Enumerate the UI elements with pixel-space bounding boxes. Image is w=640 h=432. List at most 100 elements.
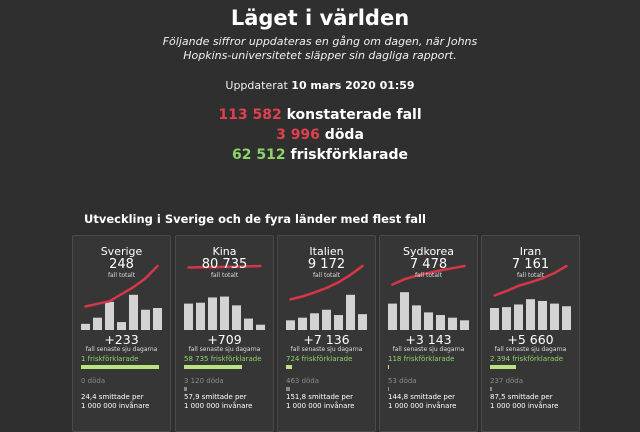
new-cases-label: fall senaste sju dagarna — [290, 346, 363, 353]
page-title: Läget i världen — [230, 6, 410, 30]
country-chart — [388, 264, 469, 330]
recovered-bar — [388, 365, 390, 369]
daily-cases-bar — [208, 297, 217, 330]
deaths-bar — [286, 387, 290, 391]
deaths-count: 237 döda — [490, 377, 524, 385]
confirmed-stat: 113 582 konstaterade fall — [0, 107, 640, 123]
daily-cases-bar — [105, 301, 114, 330]
country-total-cases: 80 735 — [201, 257, 248, 272]
daily-cases-bar — [424, 312, 433, 330]
daily-cases-bar — [460, 320, 469, 330]
daily-cases-bar — [490, 308, 499, 330]
per-million-line2: 1 000 000 invånare — [184, 402, 253, 410]
country-name: Italien — [309, 245, 344, 258]
per-million-line2: 1 000 000 invånare — [286, 402, 355, 410]
daily-cases-bar — [448, 317, 457, 330]
daily-cases-bar — [538, 300, 547, 330]
daily-cases-bar — [256, 324, 265, 330]
cumulative-cases-line — [84, 264, 159, 308]
country-total-cases: 248 — [109, 257, 134, 272]
daily-cases-bar — [196, 302, 205, 330]
daily-cases-bar — [232, 305, 241, 330]
deaths-label: döda — [324, 127, 364, 143]
per-million: 144,8 smittade per 1 000 000 invånare — [388, 393, 456, 411]
daily-cases-bar — [322, 309, 331, 330]
country-chart — [490, 264, 571, 330]
recovered-label: friskförklarade — [290, 147, 408, 163]
country-name: Sydkorea — [403, 245, 454, 258]
per-million: 24,4 smittade per 1 000 000 invånare — [81, 393, 149, 411]
total-cases-label: fall totalt — [414, 272, 443, 279]
updated-timestamp: Uppdaterat 10 mars 2020 01:59 — [0, 79, 640, 92]
deaths-bar — [184, 387, 188, 391]
country-chart — [81, 264, 162, 330]
daily-cases-bar — [220, 296, 229, 330]
daily-cases-bar — [502, 307, 511, 330]
deaths-stat: 3 996 döda — [0, 127, 640, 143]
cumulative-cases-line — [289, 264, 364, 301]
per-million: 57,9 smittade per 1 000 000 invånare — [184, 393, 252, 411]
recovered-bar — [81, 365, 159, 369]
country-card: Italien 9 172 fall totalt +7 136 fall senast… — [277, 235, 376, 432]
deaths-value: 3 996 — [276, 127, 320, 143]
daily-cases-bar — [81, 323, 90, 330]
country-total-cases: 9 172 — [307, 257, 346, 272]
daily-cases-bar — [334, 315, 343, 330]
cumulative-cases-line — [493, 264, 568, 297]
updated-prefix: Uppdaterat — [225, 79, 288, 92]
recovered-bar — [286, 365, 293, 369]
per-million-line1: 24,4 smittade per — [81, 393, 144, 401]
recovered-count: 2 394 friskförklarade — [490, 355, 564, 363]
confirmed-label: konstaterade fall — [286, 107, 422, 123]
daily-cases-bar — [412, 305, 421, 330]
updated-value: 10 mars 2020 01:59 — [291, 79, 415, 92]
daily-cases-bar — [436, 315, 445, 330]
country-card: Sydkorea 7 478 fall totalt +3 143 fall senas… — [379, 235, 478, 432]
daily-cases-bar — [346, 294, 355, 330]
new-cases-label: fall senaste sju dagarna — [494, 346, 567, 353]
total-cases-label: fall totalt — [210, 272, 239, 279]
daily-cases-bar — [184, 303, 193, 330]
daily-cases-bar — [358, 314, 367, 330]
section-title: Utveckling i Sverige och de fyra länder … — [84, 212, 426, 226]
confirmed-value: 113 582 — [218, 107, 282, 123]
total-cases-label: fall totalt — [516, 272, 545, 279]
total-cases-label: fall totalt — [312, 272, 341, 279]
country-new-cases: +7 136 — [303, 332, 350, 347]
deaths-bar — [388, 387, 389, 391]
daily-cases-bar — [117, 322, 126, 330]
daily-cases-bar — [514, 304, 523, 330]
country-new-cases: +3 143 — [405, 332, 452, 347]
country-total-cases: 7 478 — [409, 257, 448, 272]
country-new-cases: +5 660 — [507, 332, 554, 347]
recovered-count: 724 friskförklarade — [286, 355, 353, 363]
cumulative-cases-line — [187, 264, 262, 269]
per-million-line1: 57,9 smittade per — [184, 393, 247, 401]
deaths-count: 463 döda — [286, 377, 320, 385]
country-card: Sverige 248 fall totalt +233 fall senaste sj… — [72, 235, 171, 432]
country-card: Iran 7 161 fall totalt +5 660 fall senaste s… — [481, 235, 580, 432]
country-new-cases: +233 — [104, 332, 139, 347]
country-name: Sverige — [100, 245, 143, 258]
daily-cases-bar — [244, 318, 253, 330]
daily-cases-bar — [129, 294, 138, 330]
per-million-line1: 87,5 smittade per — [490, 393, 553, 401]
per-million-line1: 144,8 smittade per — [388, 393, 456, 401]
country-chart — [184, 264, 265, 330]
recovered-bar — [490, 365, 517, 369]
daily-cases-bar — [526, 299, 535, 330]
new-cases-label: fall senaste sju dagarna — [392, 346, 465, 353]
daily-cases-bar — [153, 308, 162, 330]
recovered-value: 62 512 — [232, 147, 286, 163]
daily-cases-bar — [298, 317, 307, 330]
country-name: Iran — [519, 245, 542, 258]
per-million-line2: 1 000 000 invånare — [81, 402, 150, 410]
country-new-cases: +709 — [207, 332, 242, 347]
daily-cases-bar — [400, 292, 409, 330]
per-million-line2: 1 000 000 invånare — [388, 402, 457, 410]
daily-cases-bar — [310, 313, 319, 330]
recovered-stat: 62 512 friskförklarade — [0, 147, 640, 163]
daily-cases-bar — [93, 317, 102, 330]
per-million-line1: 151,8 smittade per — [286, 393, 354, 401]
page-subtitle: Följande siffror uppdateras en gång om d… — [162, 35, 478, 62]
